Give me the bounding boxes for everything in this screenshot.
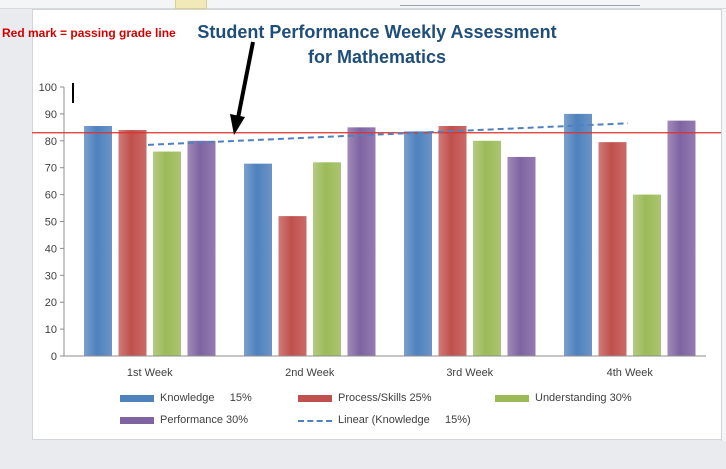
bar-knowledge-2 <box>244 163 272 356</box>
right-edge-strip <box>721 9 726 441</box>
bar-performance-4 <box>667 120 696 356</box>
y-tick-label: 30 <box>45 270 57 282</box>
legend-item-understanding: Understanding 30% <box>495 391 632 405</box>
bar-process-3 <box>438 126 467 356</box>
arrow-head <box>230 114 245 135</box>
chart-title-line-1: Student Performance Weekly Assessment <box>197 22 557 42</box>
bar-understanding-1 <box>153 151 181 356</box>
chart-svg: 0 10 20 30 40 50 60 70 80 90 100 1st Week 2nd Week 3r… <box>32 41 721 379</box>
y-tick-label: 90 <box>45 109 57 121</box>
bar-process-2 <box>278 216 307 356</box>
legend-swatch-knowledge <box>120 395 154 402</box>
bar-understanding-4 <box>633 194 661 356</box>
x-category-label: 3rd Week <box>446 367 493 379</box>
bar-performance-2 <box>347 127 376 356</box>
arrow-annotation <box>230 41 255 135</box>
y-tick-label: 40 <box>45 243 57 255</box>
bar-process-1 <box>118 130 147 356</box>
legend-item-trendline: Linear (Knowledge 15%) <box>298 413 471 427</box>
knowledge-trendline <box>147 122 629 146</box>
lines-layer <box>32 83 721 146</box>
bar-performance-1 <box>187 140 216 356</box>
arrow-shaft <box>236 41 255 119</box>
legend-label-performance: Performance 30% <box>160 414 249 426</box>
y-tick-label: 0 <box>51 351 57 363</box>
y-tick-label: 60 <box>45 190 57 202</box>
bar-understanding-3 <box>473 140 501 356</box>
y-tick-label: 70 <box>45 163 57 175</box>
legend-item-process-skills: Process/Skills 25% <box>298 391 432 405</box>
chart-legend: Knowledge 15% Process/Skills 25% Underst… <box>120 391 640 431</box>
bar-knowledge-1 <box>84 126 112 356</box>
passing-grade-note: Red mark = passing grade line <box>2 26 176 40</box>
y-tick-label: 10 <box>45 324 57 336</box>
legend-item-performance: Performance 30% <box>120 413 248 427</box>
bar-process-4 <box>598 142 627 356</box>
top-thumbnail <box>175 0 207 9</box>
legend-swatch-understanding <box>495 395 529 402</box>
chart-title-line-2: for Mathematics <box>307 47 447 67</box>
x-category-label: 2nd Week <box>285 367 335 379</box>
y-tick-label: 80 <box>45 136 57 148</box>
x-category-label: 1st Week <box>127 367 173 379</box>
legend-label-trendline: Linear (Knowledge 15%) <box>338 414 471 426</box>
bar-understanding-2 <box>313 162 341 356</box>
y-tick-label: 100 <box>39 82 57 94</box>
top-strip <box>0 0 726 9</box>
legend-item-knowledge: Knowledge 15% <box>120 391 252 405</box>
legend-label-understanding: Understanding 30% <box>535 392 632 404</box>
bar-knowledge-4 <box>564 113 592 357</box>
y-tick-label: 20 <box>45 297 57 309</box>
chart-title: Student Performance Weekly Assessment fo… <box>182 20 572 70</box>
bars-layer <box>84 113 696 357</box>
bar-performance-3 <box>507 156 536 356</box>
top-divider-line <box>400 5 640 6</box>
legend-label-process-skills: Process/Skills 25% <box>338 392 432 404</box>
legend-swatch-performance <box>120 417 154 424</box>
legend-swatch-trendline <box>298 420 332 422</box>
x-category-label: 4th Week <box>607 367 654 379</box>
y-tick-label: 50 <box>45 217 57 229</box>
axis-layer: 0 10 20 30 40 50 60 70 80 90 100 1st Week 2nd Week 3r… <box>39 82 706 379</box>
bar-knowledge-3 <box>404 131 432 356</box>
legend-swatch-process-skills <box>298 395 332 402</box>
legend-label-knowledge: Knowledge 15% <box>160 392 252 404</box>
